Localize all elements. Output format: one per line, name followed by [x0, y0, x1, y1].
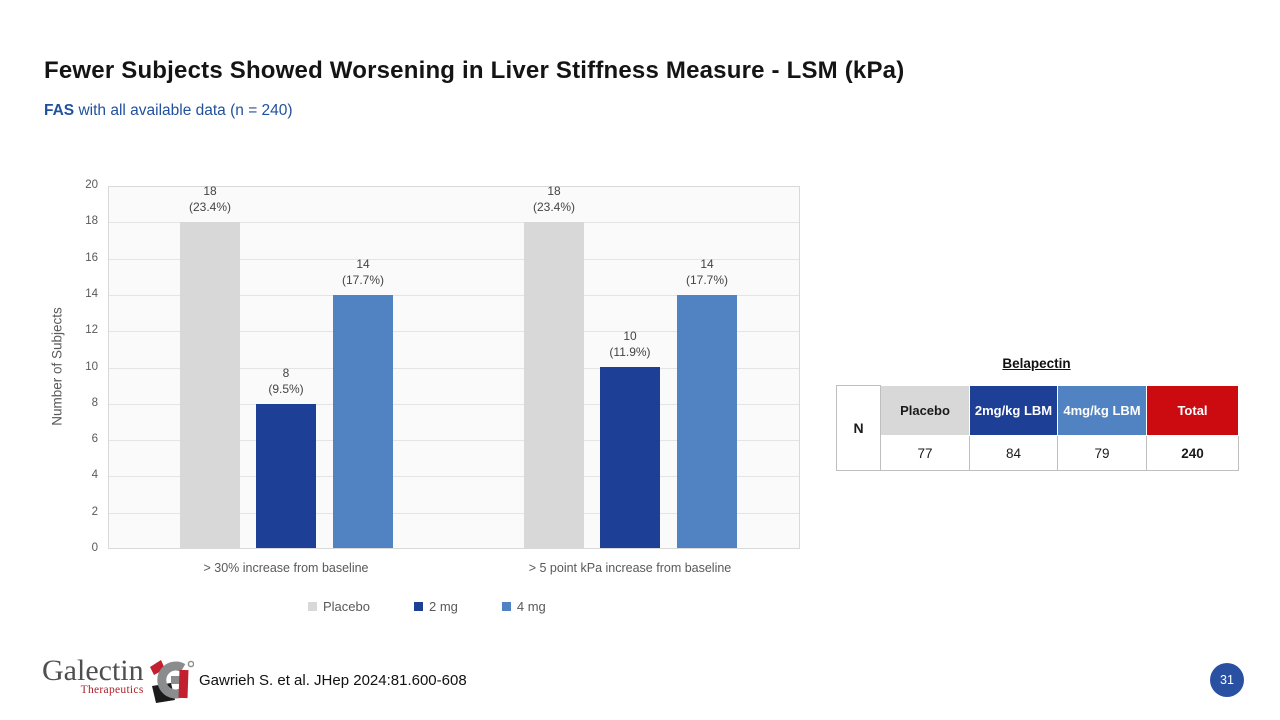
table-value-4mg: 79: [1057, 435, 1147, 471]
bar-Placebo-cat0: [180, 222, 240, 548]
n-count-table: N Placebo 2mg/kg LBM 4mg/kg LBM Total 77…: [836, 385, 1239, 471]
table-value-placebo: 77: [880, 435, 970, 471]
subtitle-detail: with all available data (n = 240): [74, 102, 293, 119]
slide-subtitle: FAS with all available data (n = 240): [44, 102, 944, 120]
gridline: [109, 440, 799, 442]
bar-label: 14 (17.7%): [341, 257, 385, 287]
galectin-wordmark: Galectin Therapeutics: [42, 654, 144, 697]
y-axis-tick: 16: [85, 251, 98, 264]
bar-Placebo-cat1: [524, 222, 584, 548]
table-value-2mg: 84: [969, 435, 1058, 471]
gridline: [109, 294, 799, 296]
citation-text: Gawrieh S. et al. JHep 2024:81.600-608: [199, 672, 467, 689]
x-category-label: > 5 point kPa increase from baseline: [528, 561, 732, 575]
legend-item-Placebo: Placebo: [308, 599, 370, 614]
gridline: [109, 403, 799, 405]
legend-swatch-icon: [501, 602, 511, 611]
legend-label: 4 mg: [516, 599, 546, 614]
table-row-label: N: [836, 385, 881, 471]
x-category-label: > 30% increase from baseline: [203, 561, 369, 575]
table-header-2mg: 2mg/kg LBM: [969, 385, 1058, 436]
gridline: [109, 512, 799, 514]
legend-swatch-icon: [308, 602, 317, 611]
y-axis-tick: 8: [91, 396, 98, 409]
bar-label: 8 (9.5%): [268, 366, 304, 396]
bar-label: 18 (23.4%): [532, 184, 576, 214]
y-axis-tick: 4: [91, 469, 98, 482]
galectin-logo-subtext: Therapeutics: [80, 684, 144, 696]
table-value-total: 240: [1146, 435, 1239, 471]
slide-title: Fewer Subjects Showed Worsening in Liver…: [44, 57, 905, 84]
galectin-logo: Galectin Therapeutics: [42, 656, 194, 704]
y-axis-tick: 2: [91, 505, 98, 518]
y-axis-tick: 18: [85, 215, 98, 228]
legend-label: 2 mg: [428, 599, 458, 614]
gridline: [109, 258, 799, 260]
bar-4mg-cat0: [333, 295, 393, 548]
legend-label: Placebo: [323, 599, 370, 614]
bar-2mg-cat1: [600, 367, 660, 548]
table-header-placebo: Placebo: [880, 385, 970, 436]
table-header-total: Total: [1146, 385, 1239, 436]
table-header-4mg: 4mg/kg LBM: [1057, 385, 1147, 436]
galectin-gt-icon: [149, 660, 194, 703]
table-title: Belapectin: [1002, 356, 1071, 371]
y-axis-tick: 6: [91, 433, 98, 446]
legend-item-2mg: 2 mg: [413, 599, 458, 614]
bar-2mg-cat0: [256, 404, 316, 548]
legend-swatch-icon: [413, 602, 423, 611]
galectin-logo-name: Galectin: [42, 654, 144, 687]
bar-label: 18 (23.4%): [188, 184, 232, 214]
y-axis-tick: 20: [85, 179, 98, 191]
gridline: [109, 222, 799, 224]
chart-legend: Placebo 2 mg 4 mg: [308, 599, 546, 614]
y-axis-tick: 10: [85, 360, 98, 373]
y-axis-tick: 0: [91, 542, 98, 554]
legend-item-4mg: 4 mg: [501, 599, 546, 614]
bar-label: 10 (11.9%): [609, 329, 651, 359]
gridline: [109, 331, 799, 333]
bar-4mg-cat1: [677, 295, 737, 548]
subtitle-population: FAS: [44, 102, 75, 119]
y-axis-tick: 12: [85, 324, 98, 337]
bar-label: 14 (17.7%): [685, 257, 729, 287]
y-axis-tick: 14: [85, 287, 98, 300]
y-axis-title: Number of Subjects: [49, 306, 65, 426]
gridline: [109, 367, 799, 369]
page-number-badge: 31: [1210, 663, 1244, 697]
gridline: [109, 476, 799, 478]
